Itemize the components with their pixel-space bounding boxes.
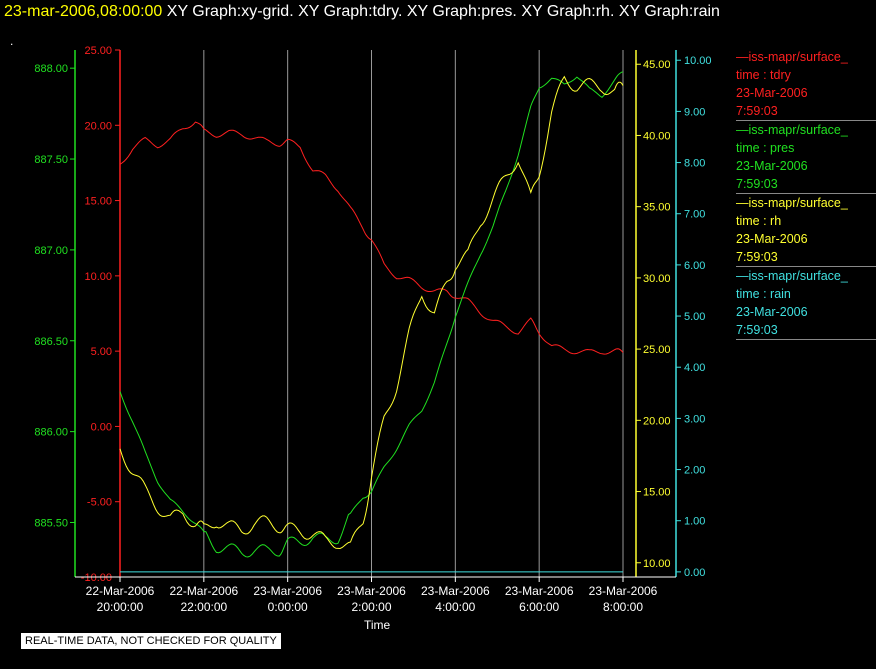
- y-tick-label-rain: 2.00: [684, 465, 705, 477]
- y-tick-label-tdry: 20.00: [84, 120, 112, 132]
- header-graph-list: XY Graph:xy-grid. XY Graph:tdry. XY Grap…: [166, 3, 720, 20]
- legend-date: 23-Mar-2006: [736, 232, 808, 246]
- y-tick-label-rh: 30.00: [643, 273, 671, 285]
- y-tick-label-rain: 5.00: [684, 311, 705, 323]
- y-tick-label-tdry: 5.00: [91, 346, 112, 358]
- y-tick-label-rh: 25.00: [643, 344, 671, 356]
- legend-var: time : pres: [736, 141, 795, 155]
- legend-time: 7:59:03: [736, 323, 778, 337]
- legend-entry-0: —iss-mapr/surface_time : tdry 23-Mar-2006…: [736, 48, 876, 121]
- legend-name: —iss-mapr/surface_: [736, 196, 848, 210]
- chart-axes: 22-Mar-2006 20:00:00 22-Mar-2006 22:00:00 23…: [34, 45, 711, 614]
- y-tick-label-tdry: 10.00: [84, 271, 112, 283]
- legend-entry-2: —iss-mapr/surface_time : rh 23-Mar-2006 7:…: [736, 194, 876, 267]
- y-tick-label-rain: 0.00: [684, 567, 705, 579]
- legend-name: —iss-mapr/surface_: [736, 269, 848, 283]
- y-tick-label-rain: 1.00: [684, 516, 705, 528]
- legend-var: time : tdry: [736, 68, 791, 82]
- legend: —iss-mapr/surface_ time : tdry 23-Mar-2006…: [736, 48, 876, 340]
- y-tick-label-rain: 3.00: [684, 413, 705, 425]
- x-tick-label-time: 0:00:00: [268, 600, 308, 614]
- legend-time: 7:59:03: [736, 177, 778, 191]
- y-tick-label-pres: 885.50: [34, 517, 68, 529]
- x-tick-label-date: 23-Mar-2006: [589, 584, 658, 598]
- legend-name: —iss-mapr/surface_: [736, 123, 848, 137]
- x-tick-label-date: 23-Mar-2006: [421, 584, 490, 598]
- grid-lines: [119, 50, 624, 577]
- x-tick-label-date: 22-Mar-2006: [86, 584, 155, 598]
- y-tick-label-rain: 6.00: [684, 260, 705, 272]
- legend-var: time : rain: [736, 287, 791, 301]
- legend-date: 23-Mar-2006: [736, 86, 808, 100]
- y-tick-label-tdry: 15.00: [84, 196, 112, 208]
- series-line-pres: [119, 71, 624, 558]
- y-tick-label-rain: 9.00: [684, 106, 705, 118]
- y-tick-label-tdry: 0.00: [91, 421, 112, 433]
- y-tick-label-rh: 45.00: [643, 59, 671, 71]
- x-tick-label-date: 22-Mar-2006: [169, 584, 238, 598]
- series-line-rh: [119, 75, 624, 550]
- y-tick-label-rh: 40.00: [643, 130, 671, 142]
- y-tick-label-pres: 887.00: [34, 245, 68, 257]
- header-timestamp: 23-mar-2006,08:00:00: [4, 3, 163, 20]
- y-tick-label-rain: 8.00: [684, 158, 705, 170]
- series-lines: [119, 71, 624, 573]
- legend-time: 7:59:03: [736, 104, 778, 118]
- x-tick-label-time: 6:00:00: [519, 600, 559, 614]
- y-tick-label-tdry: 25.00: [84, 45, 112, 57]
- y-tick-label-rh: 15.00: [643, 487, 671, 499]
- y-tick-label-rh: 20.00: [643, 415, 671, 427]
- x-tick-label-date: 23-Mar-2006: [253, 584, 322, 598]
- quality-note: REAL-TIME DATA, NOT CHECKED FOR QUALITY: [20, 632, 282, 650]
- y-tick-label-rain: 7.00: [684, 209, 705, 221]
- series-line-tdry: [119, 121, 624, 355]
- x-tick-label-time: 2:00:00: [351, 600, 391, 614]
- x-tick-label-time: 4:00:00: [435, 600, 475, 614]
- y-tick-label-pres: 887.50: [34, 154, 68, 166]
- legend-time: 7:59:03: [736, 250, 778, 264]
- header-dot: .: [10, 34, 14, 48]
- y-tick-label-rh: 10.00: [643, 558, 671, 570]
- x-tick-label-date: 23-Mar-2006: [505, 584, 574, 598]
- legend-date: 23-Mar-2006: [736, 305, 808, 319]
- x-axis-title: Time: [364, 618, 391, 632]
- x-tick-label-date: 23-Mar-2006: [337, 584, 406, 598]
- graph-header: 23-mar-2006,08:00:00 XY Graph:xy-grid. X…: [4, 3, 720, 21]
- y-tick-label-tdry: -10.00: [81, 572, 112, 584]
- legend-entry-1: —iss-mapr/surface_time : pres 23-Mar-2006…: [736, 121, 876, 194]
- y-tick-label-tdry: -5.00: [87, 497, 112, 509]
- x-tick-label-time: 20:00:00: [97, 600, 144, 614]
- x-tick-label-time: 22:00:00: [180, 600, 227, 614]
- y-tick-label-rain: 10.00: [684, 55, 712, 67]
- y-tick-label-rh: 35.00: [643, 202, 671, 214]
- y-tick-label-pres: 886.50: [34, 336, 68, 348]
- legend-entry-3: —iss-mapr/surface_time : rain 23-Mar-2006…: [736, 267, 876, 340]
- legend-date: 23-Mar-2006: [736, 159, 808, 173]
- y-tick-label-pres: 888.00: [34, 63, 68, 75]
- legend-var: time : rh: [736, 214, 782, 228]
- legend-name: —iss-mapr/surface_: [736, 50, 848, 64]
- y-tick-label-rain: 4.00: [684, 362, 705, 374]
- x-tick-label-time: 8:00:00: [603, 600, 643, 614]
- y-tick-label-pres: 886.00: [34, 427, 68, 439]
